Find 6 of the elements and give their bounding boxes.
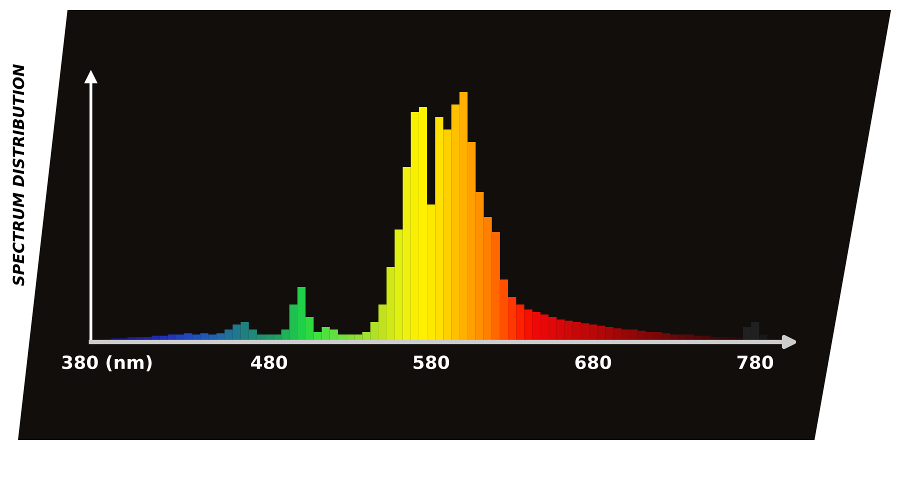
- y-axis-title: SPECTRUM DISTRIBUTION: [12, 64, 24, 286]
- x-tick-label: 680: [575, 356, 612, 370]
- x-tick-label: 780: [737, 356, 774, 370]
- x-tick-label: 380 (nm): [62, 355, 152, 372]
- x-tick-label: 480: [251, 356, 288, 370]
- x-tick-label: 580: [414, 356, 450, 370]
